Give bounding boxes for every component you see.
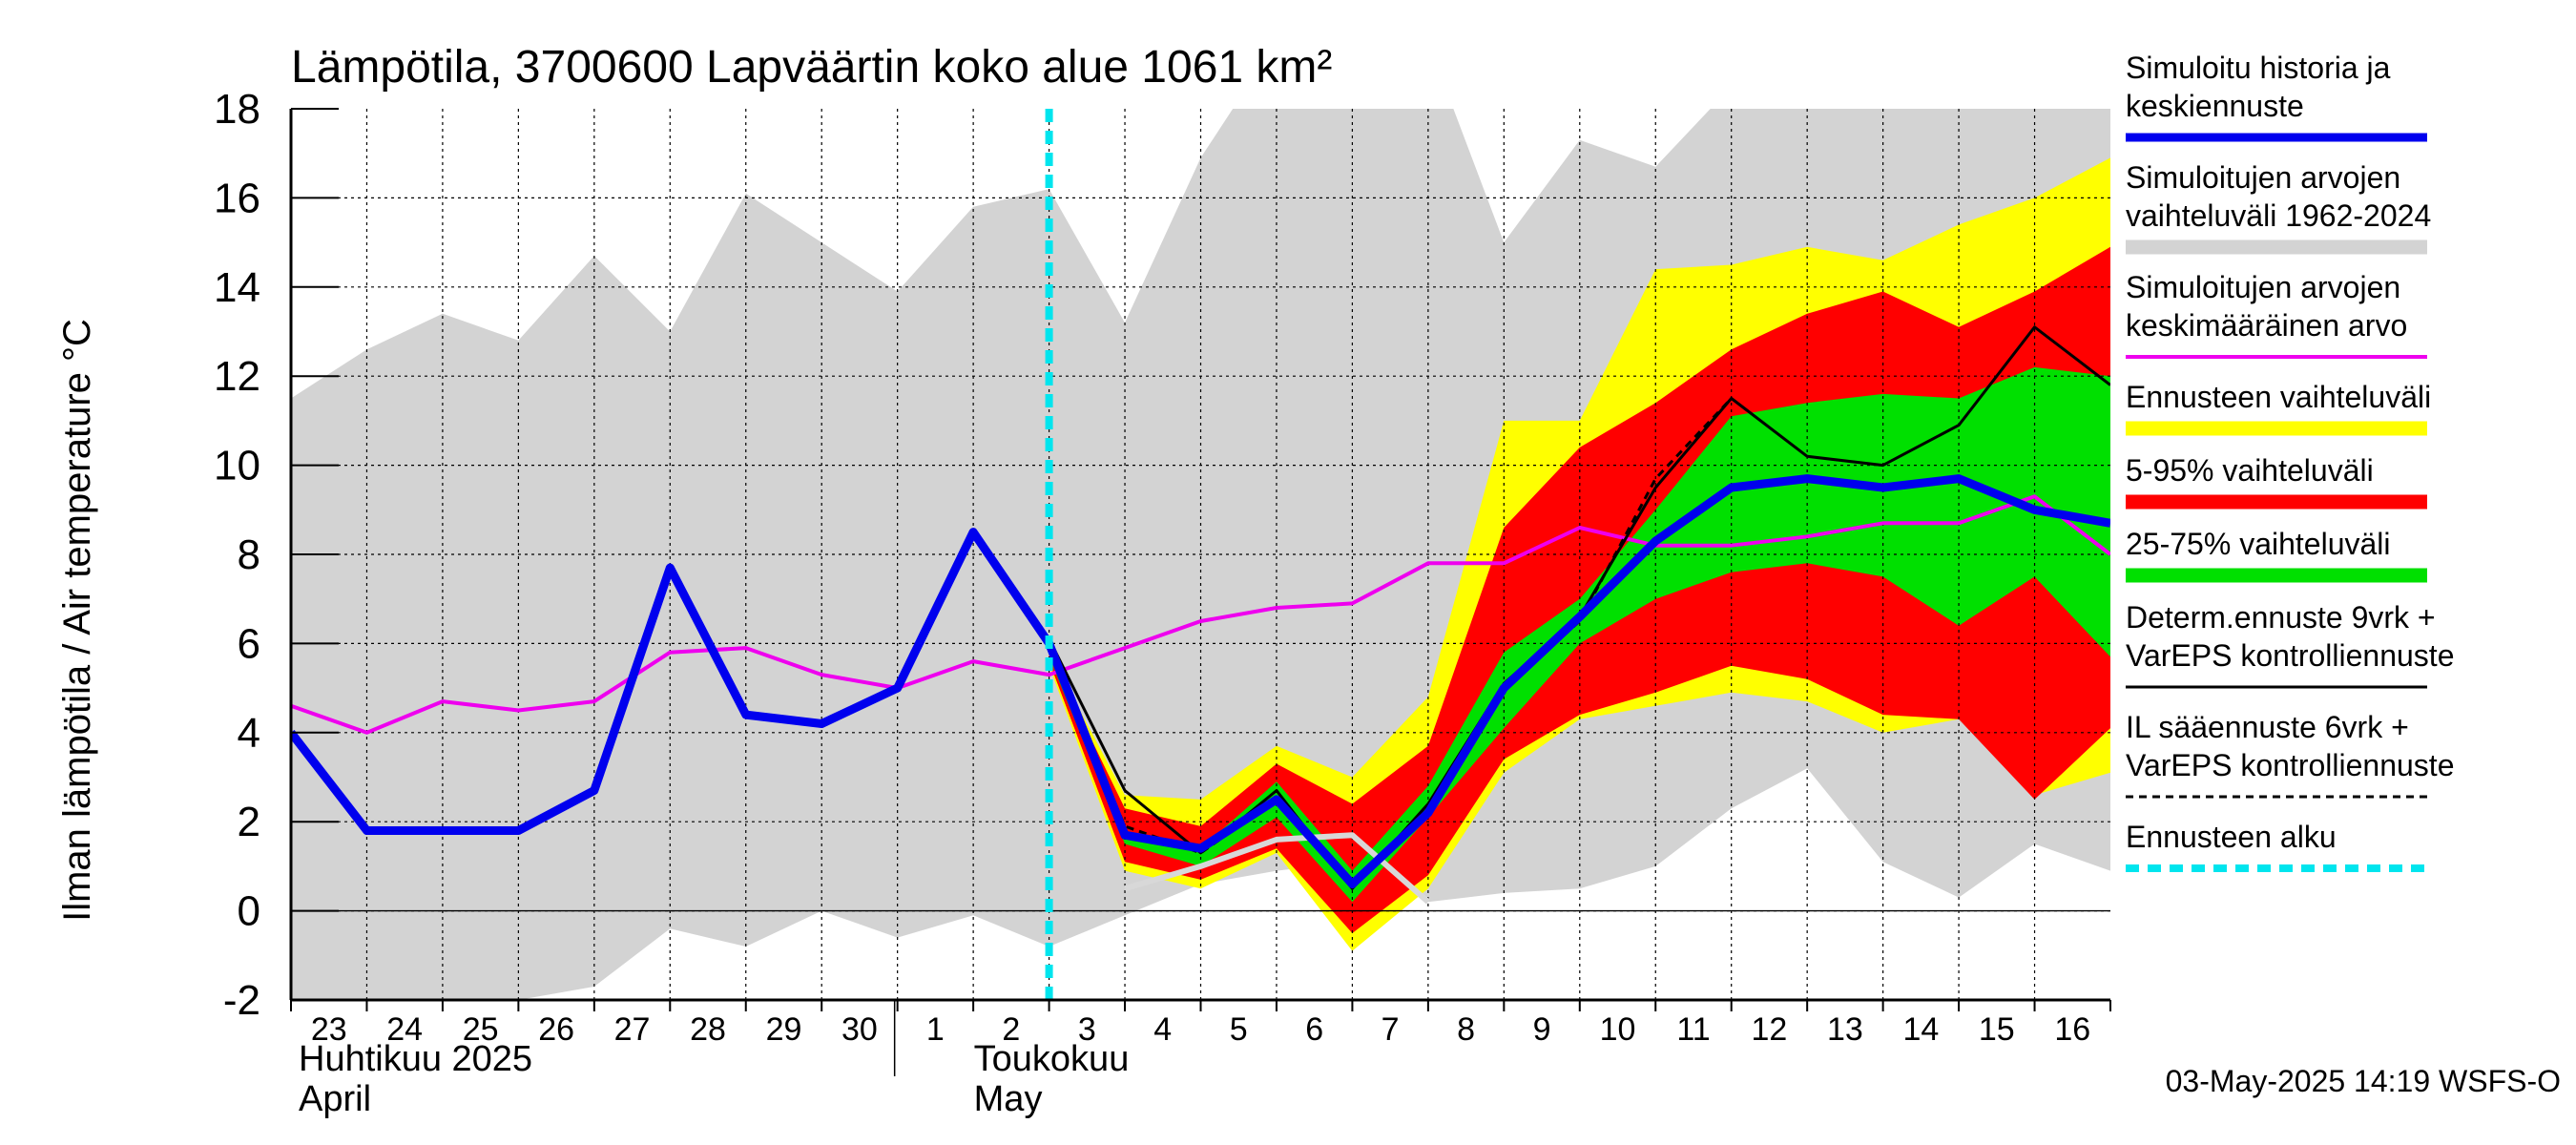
legend-label: Simuloitujen arvojen	[2126, 160, 2400, 195]
x-tick-label: 5	[1230, 1011, 1248, 1048]
legend-label: Ennusteen vaihteluväli	[2126, 380, 2431, 414]
y-tick-label: 12	[214, 353, 260, 400]
p25-75-range-band	[1049, 366, 2110, 903]
legend-label: VarEPS kontrolliennuste	[2126, 638, 2454, 673]
x-tick-label: 9	[1533, 1011, 1551, 1048]
simulated-history-median-line	[291, 474, 2110, 889]
x-tick-label: 11	[1676, 1011, 1710, 1048]
legend-label: keskimääräinen arvo	[2126, 308, 2407, 343]
simulated-mean-line	[291, 494, 2110, 735]
x-tick-label: 26	[538, 1011, 574, 1048]
legend-label: Simuloitujen arvojen	[2126, 270, 2400, 304]
y-tick-label: 4	[238, 710, 260, 757]
month-label-en: April	[299, 1079, 371, 1119]
plot-clipped-group	[291, 109, 2110, 1000]
legend-label: 5-95% vaihteluväli	[2126, 453, 2374, 488]
legend-label: Simuloitu historia ja	[2126, 51, 2391, 85]
y-tick-label: 18	[214, 86, 260, 133]
timestamp-footer: 03-May-2025 14:19 WSFS-O	[2166, 1064, 2561, 1098]
x-tick-label: 27	[614, 1011, 651, 1048]
legend-item: Simuloitujen arvojen keskimääräinen arvo	[2126, 270, 2427, 359]
x-tick-label: 12	[1752, 1011, 1788, 1048]
legend: Simuloitu historia jakeskiennusteSimuloi…	[2126, 51, 2454, 872]
y-axis-label: Ilman lämpötila / Air temperature °C	[56, 319, 98, 922]
x-tick-label: 23	[311, 1011, 347, 1048]
legend-label: 25-75% vaihteluväli	[2126, 527, 2391, 561]
y-tick-label: 16	[214, 175, 260, 221]
legend-item: Ennusteen vaihteluväli	[2126, 380, 2431, 436]
y-tick-label: 2	[238, 799, 260, 845]
x-tick-label: 1	[926, 1011, 945, 1048]
x-tick-label: 4	[1153, 1011, 1172, 1048]
legend-label: IL sääennuste 6vrk +	[2126, 710, 2409, 744]
month-label-fi: Huhtikuu 2025	[299, 1039, 532, 1079]
x-tick-label: 8	[1457, 1011, 1475, 1048]
x-tick-label: 7	[1381, 1011, 1400, 1048]
x-tick-label: 16	[2054, 1011, 2090, 1048]
x-tick-label: 30	[841, 1011, 878, 1048]
legend-label: vaihteluväli 1962-2024	[2126, 198, 2431, 233]
y-tick-label: 14	[214, 264, 260, 311]
y-tick-label: 6	[238, 620, 260, 667]
chart-title: Lämpötila, 3700600 Lapväärtin koko alue …	[291, 42, 1332, 93]
x-tick-label: 6	[1305, 1011, 1323, 1048]
x-tick-label: 29	[766, 1011, 802, 1048]
plot-area	[291, 109, 2110, 1000]
legend-label: keskiennuste	[2126, 89, 2304, 123]
x-tick-label: 15	[1979, 1011, 2015, 1048]
legend-item: Ennusteen alku	[2126, 820, 2427, 872]
x-tick-label: 28	[690, 1011, 726, 1048]
x-tick-label: 25	[463, 1011, 499, 1048]
x-tick-label: 10	[1600, 1011, 1636, 1048]
y-tick-label: -2	[223, 977, 260, 1024]
y-tick-label: 8	[238, 531, 260, 578]
x-tick-label: 13	[1827, 1011, 1863, 1048]
legend-label: Ennusteen alku	[2126, 820, 2337, 854]
x-tick-label: 2	[1002, 1011, 1020, 1048]
legend-item: 5-95% vaihteluväli	[2126, 453, 2427, 510]
legend-item: Simuloitu historia ja keskiennuste	[2126, 51, 2427, 142]
legend-label: VarEPS kontrolliennuste	[2126, 748, 2454, 782]
y-tick-label: 0	[238, 888, 260, 935]
legend-item: IL sääennuste 6vrk + VarEPS kontrollienn…	[2126, 710, 2454, 799]
legend-item: Determ.ennuste 9vrk +VarEPS kontrollienn…	[2126, 600, 2454, 689]
y-tick-label: 10	[214, 443, 260, 489]
legend-item: 25-75% vaihteluväli	[2126, 527, 2427, 583]
legend-label: Determ.ennuste 9vrk +	[2126, 600, 2436, 635]
x-tick-label: 24	[386, 1011, 423, 1048]
x-tick-label: 14	[1902, 1011, 1939, 1048]
month-label-fi: Toukokuu	[974, 1039, 1130, 1079]
month-label-en: May	[974, 1079, 1043, 1119]
x-tick-label: 3	[1078, 1011, 1096, 1048]
